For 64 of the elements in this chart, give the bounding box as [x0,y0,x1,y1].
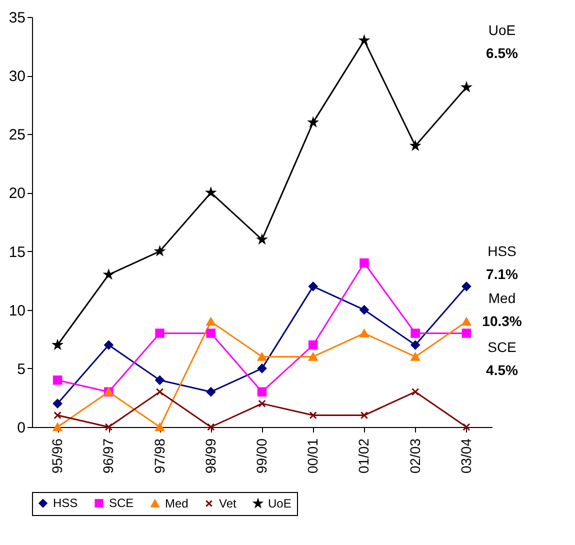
point [54,411,62,420]
annotation: 7.1% [486,266,518,282]
legend-label: Med [165,496,188,510]
x-tick-label: 01/02 [356,438,372,474]
annotation: UoE [488,22,516,38]
point [156,388,164,396]
legend-label: UoE [268,496,292,510]
point [462,328,472,338]
point [206,387,216,396]
point [257,387,267,396]
point [155,328,164,338]
annotation: SCE [488,339,516,355]
point [462,317,472,326]
legend-label: SCE [109,496,134,510]
point [207,423,215,431]
point [411,388,420,396]
point [257,364,267,374]
y-tick-label: 25 [8,126,26,144]
annotation: Med [488,290,516,306]
point [104,340,114,350]
y-tick-label: 15 [8,244,26,261]
y-tick-label: 10 [8,302,26,320]
point [360,411,368,420]
x-tick-label: 96/97 [100,438,116,474]
point [206,317,216,326]
x-tick-label: 03/04 [458,438,474,474]
point [410,340,420,350]
point [360,329,369,338]
annotation: 4.5% [486,362,518,378]
point [104,423,113,431]
y-tick-label: 20 [8,185,26,202]
legend-label: Vet [219,496,238,510]
x-tick-label: 95/96 [49,438,66,474]
x-tick-label: 00/01 [304,438,321,474]
point [308,282,318,292]
point [52,398,62,408]
x-tick-label: 98/99 [202,438,218,474]
y-tick-label: 5 [17,360,26,378]
point [206,328,216,338]
legend-label: HSS [53,496,78,510]
point [155,422,164,432]
point [410,352,420,361]
x-tick-label: 99/00 [254,438,270,474]
y-tick-label: 30 [8,68,26,86]
x-tick-label: 97/98 [151,438,168,474]
point [258,400,266,408]
annotation: HSS [488,243,516,259]
y-tick-label: 35 [8,10,26,26]
point [309,411,317,420]
y-tick-label: 0 [17,420,26,436]
point [308,340,318,350]
point [308,352,318,361]
annotation: 10.3% [482,313,522,329]
x-tick-label: 02/03 [406,438,423,474]
point [410,328,420,338]
point [462,282,472,292]
point [360,258,369,268]
point [462,423,470,431]
point [52,376,62,385]
annotation: 6.5% [486,45,518,61]
point [52,422,62,432]
point [155,376,164,385]
point [257,352,267,361]
point [360,305,369,314]
